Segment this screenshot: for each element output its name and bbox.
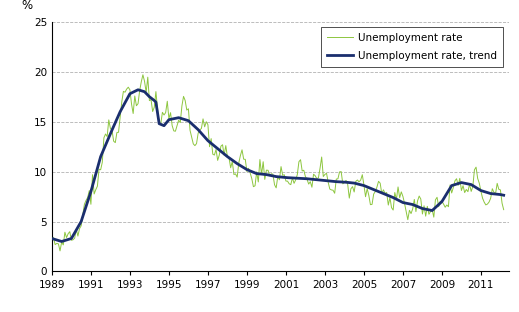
Line: Unemployment rate, trend: Unemployment rate, trend — [52, 90, 503, 241]
Unemployment rate — [94, 184, 101, 188]
Unemployment rate — [460, 184, 466, 188]
Legend: Unemployment rate, Unemployment rate, trend: Unemployment rate, Unemployment rate, tr… — [321, 27, 503, 67]
Unemployment rate — [207, 145, 213, 149]
Unemployment rate, trend — [348, 181, 354, 185]
Unemployment rate, trend — [208, 141, 214, 145]
Unemployment rate — [57, 249, 63, 253]
Unemployment rate — [348, 187, 354, 191]
Unemployment rate, trend — [395, 198, 401, 202]
Unemployment rate, trend — [94, 166, 101, 170]
Unemployment rate — [49, 234, 55, 238]
Y-axis label: %: % — [21, 0, 32, 12]
Unemployment rate, trend — [460, 181, 466, 185]
Unemployment rate — [208, 137, 214, 140]
Unemployment rate, trend — [500, 193, 507, 197]
Unemployment rate, trend — [59, 240, 65, 243]
Unemployment rate — [395, 185, 401, 189]
Unemployment rate, trend — [135, 88, 141, 92]
Unemployment rate — [140, 73, 146, 77]
Unemployment rate — [500, 208, 507, 212]
Line: Unemployment rate: Unemployment rate — [52, 75, 503, 251]
Unemployment rate, trend — [207, 140, 213, 144]
Unemployment rate, trend — [49, 236, 55, 240]
